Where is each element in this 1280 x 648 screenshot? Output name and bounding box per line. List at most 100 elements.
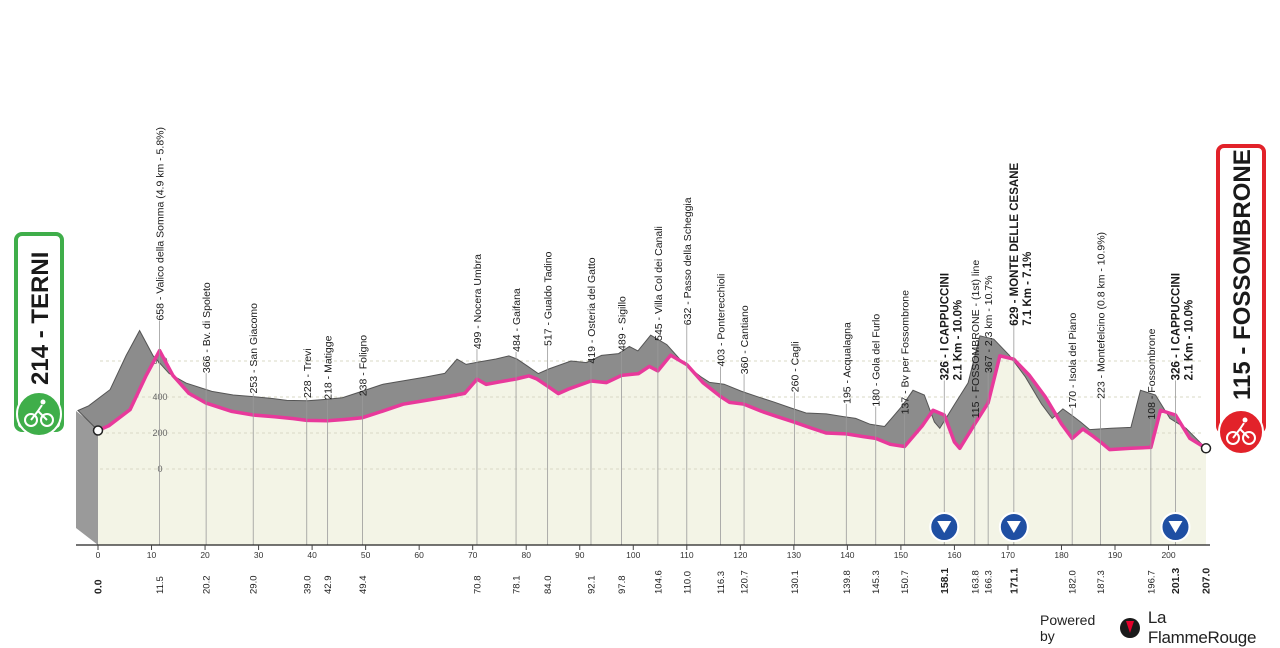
place-label: 367 - 2.3 km - 10.7% [983,275,995,372]
place-label-line: 2.1 Km - 10.0% [1183,300,1195,381]
x-tick-label: 130 [787,550,801,560]
place-label-line: 253 - San Giacomo [248,303,260,394]
place-label-line: 180 - Gola del Furlo [871,314,883,407]
km-label: 104.6 [653,570,664,594]
place-label: 228 - Trevi [302,348,314,398]
x-tick-label: 50 [361,550,371,560]
x-tick-label: 150 [894,550,908,560]
place-label-line: 484 - Gaifana [511,288,523,352]
place-label-line: 489 - Sigillo [616,296,628,351]
place-label: 629 - MONTE DELLE CESANE 7.1 Km - 7.1% [1009,163,1034,326]
place-label-line: 360 - Cantiano [739,305,751,374]
place-label: 326 - I CAPPUCCINI 2.1 Km - 10.0% [939,273,964,380]
finish-badge: 115 - FOSSOMBRONE [1216,144,1266,455]
place-label-line: 238 - Foligno [357,335,369,396]
x-tick-label: 60 [414,550,424,560]
x-tick-label: 190 [1108,550,1122,560]
brand-name: La FlammeRouge [1147,608,1257,647]
kom-marker-triangle [937,521,952,533]
km-label: 139.8 [842,570,853,594]
place-label-line: 228 - Trevi [302,348,314,398]
x-tick-label: 20 [200,550,210,560]
place-label: 260 - Cagli [789,341,801,392]
kom-marker-triangle [1006,521,1021,533]
place-label-line: 658 - Valico della Somma (4.9 km - 5.8%) [155,127,167,321]
place-label-line: 115 - FOSSOMBRONE - (1st) line [970,260,982,419]
km-label: 150.7 [900,570,911,594]
x-tick-label: 180 [1054,550,1068,560]
place-label: 366 - Bv. di Spoleto [201,282,213,373]
km-label: 0.0 [93,579,105,594]
cyclist-icon [1218,409,1264,455]
km-label: 166.3 [984,570,995,594]
place-label: 517 - Gualdo Tadino [543,251,555,346]
place-label: 223 - Montefelcino (0.8 km - 10.9%) [1096,232,1108,399]
place-label: 137 - Bv per Fossombrone [900,290,912,414]
place-label: 195 - Acqualagna [841,322,853,404]
x-tick-label: 80 [521,550,531,560]
y-tick-label: 0 [157,464,162,474]
place-label: 419 - Osteria del Gatto [586,257,598,363]
km-label: 97.8 [617,576,628,595]
km-label: 39.0 [302,576,313,595]
place-label-line: 629 - MONTE DELLE CESANE [1009,163,1021,326]
x-tick-label: 10 [147,550,157,560]
km-label: 20.2 [202,576,213,595]
x-tick-label: 110 [680,550,694,560]
place-label: 403 - Ponterecchioli [716,274,728,367]
x-tick-label: 90 [575,550,585,560]
place-label: 499 - Nocera Umbra [472,254,484,349]
km-label: 163.8 [970,570,981,594]
place-label: 180 - Gola del Furlo [871,314,883,407]
place-label: 658 - Valico della Somma (4.9 km - 5.8%) [155,127,167,321]
place-label-line: 632 - Passo della Scheggia [682,197,694,325]
place-label-line: 419 - Osteria del Gatto [586,257,598,363]
km-label: 78.1 [512,576,523,595]
km-label: 70.8 [472,576,483,595]
x-tick-label: 170 [1001,550,1015,560]
footer: Powered by La FlammeRouge [1040,608,1276,647]
km-label: 207.0 [1201,568,1213,594]
place-label-line: 223 - Montefelcino (0.8 km - 10.9%) [1096,232,1108,399]
place-label: 632 - Passo della Scheggia [682,197,694,325]
km-label: 158.1 [939,568,951,594]
place-label-line: 499 - Nocera Umbra [472,254,484,349]
km-label: 42.9 [323,576,334,595]
km-label: 116.3 [716,571,727,594]
place-label-line: 108 - Fossombrone [1146,328,1158,419]
place-label-line: 218 - Matigge [323,335,335,399]
finish-label: 115 - FOSSOMBRONE [1229,149,1256,400]
km-label: 11.5 [155,576,166,594]
km-label: 187.3 [1096,570,1107,594]
powered-by-text: Powered by [1040,612,1096,644]
place-label: 108 - Fossombrone [1146,328,1158,419]
place-label-line: 367 - 2.3 km - 10.7% [983,275,995,372]
place-label-line: 326 - I CAPPUCCINI [939,273,951,380]
profile-side-bevel [76,411,98,545]
km-label: 49.4 [358,576,369,595]
place-label: 218 - Matigge [323,335,335,399]
km-label: 92.1 [586,576,597,595]
kom-marker-icon [998,512,1029,542]
y-tick-label: 200 [152,428,167,438]
place-label-line: 545 - Villa Col dei Canali [653,226,665,341]
place-label-line: 195 - Acqualagna [841,322,853,404]
km-label: 171.1 [1008,568,1020,594]
place-label-line: 137 - Bv per Fossombrone [900,290,912,414]
x-tick-label: 40 [307,550,317,560]
x-tick-label: 160 [947,550,961,560]
start-point [92,425,104,436]
kom-marker-icon [929,512,960,542]
flamme-rouge-logo-icon [1120,618,1140,638]
place-label-line: 326 - I CAPPUCCINI [1170,273,1182,380]
km-label: 201.3 [1170,568,1182,594]
place-label-line: 2.1 Km - 10.0% [952,300,964,381]
x-tick-label: 200 [1161,550,1175,560]
place-label: 253 - San Giacomo [248,303,260,394]
place-label: 238 - Foligno [357,335,369,396]
profile-base-area [98,350,1206,545]
place-label-line: 7.1 Km - 7.1% [1022,252,1034,326]
x-tick-label: 120 [733,550,747,560]
place-label-line: 260 - Cagli [789,341,801,392]
place-label-line: 170 - Isola del Piano [1067,313,1079,409]
